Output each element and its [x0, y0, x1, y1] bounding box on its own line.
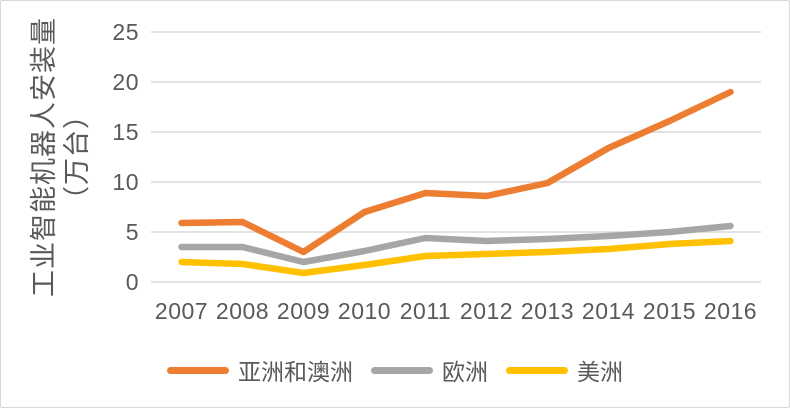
x-tick-label: 2016 [704, 298, 757, 324]
y-tick-label: 0 [126, 269, 139, 295]
x-tick-label: 2015 [643, 298, 696, 324]
x-tick-label: 2014 [582, 298, 635, 324]
x-tick-label: 2011 [400, 298, 451, 324]
y-tick-label: 20 [112, 69, 139, 95]
legend-line-marker-icon [371, 366, 433, 374]
x-tick-label: 2009 [277, 298, 330, 324]
legend-label: 亚洲和澳洲 [238, 359, 353, 385]
y-tick-label: 5 [126, 219, 139, 245]
y-axis-title-line1: 工业智能机器人安装量 [29, 17, 60, 297]
legend-item-asia-australia: 亚洲和澳洲 [167, 353, 353, 387]
x-tick-label: 2013 [521, 298, 574, 324]
legend-item-europe: 欧洲 [371, 353, 488, 387]
y-tick-label: 25 [112, 19, 139, 45]
series-line-2 [178, 237, 734, 277]
x-tick-label: 2008 [216, 298, 269, 324]
series-line-0 [178, 88, 734, 256]
legend-line-marker-icon [506, 366, 568, 374]
legend: 亚洲和澳洲 欧洲 美洲 [1, 353, 789, 387]
legend-item-americas: 美洲 [506, 353, 623, 387]
series-line-1 [178, 222, 734, 266]
y-tick-label: 10 [112, 169, 139, 195]
x-tick-label: 2007 [155, 298, 208, 324]
legend-label: 美洲 [577, 359, 623, 385]
x-tick-label: 2010 [338, 298, 391, 324]
legend-label: 欧洲 [442, 359, 488, 385]
y-tick-label: 15 [112, 119, 139, 145]
y-axis-title: 工业智能机器人安装量 （万台） [28, 17, 94, 297]
legend-line-marker-icon [167, 366, 229, 374]
y-axis-title-line2: （万台） [62, 101, 92, 213]
x-tick-label: 2012 [460, 298, 513, 324]
